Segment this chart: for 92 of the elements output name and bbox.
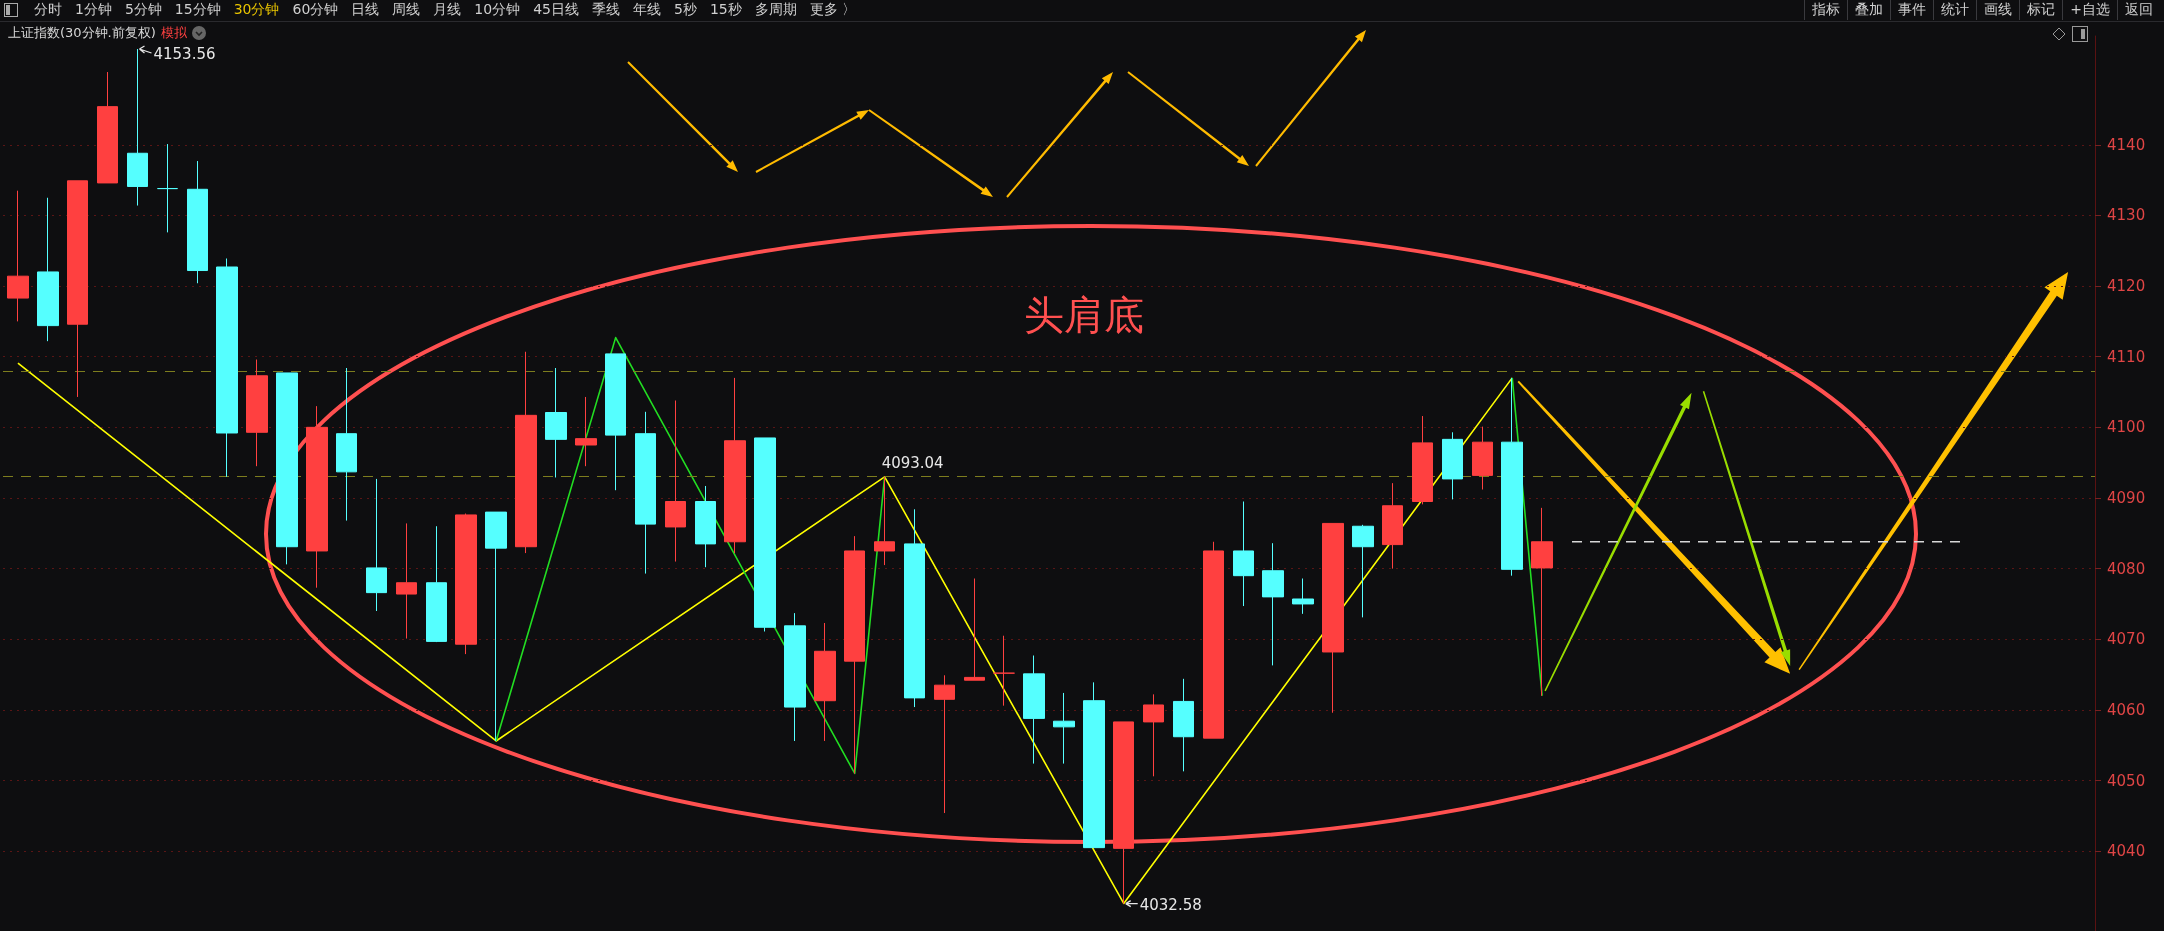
candlestick	[1203, 541, 1224, 739]
candlestick	[665, 400, 686, 563]
y-tick-label: 4080	[2107, 559, 2146, 578]
candlestick	[157, 143, 178, 233]
text: 45日线	[533, 1, 579, 19]
text: +自选	[2062, 0, 2117, 20]
candlestick	[1143, 693, 1164, 777]
candlestick	[575, 396, 597, 467]
candlestick	[964, 578, 985, 681]
candlestick	[1442, 431, 1463, 500]
annotation: 4093.04	[881, 453, 944, 472]
text: 画线	[1976, 0, 2020, 20]
candlestick	[724, 377, 746, 554]
text: 5秒	[673, 1, 697, 19]
candlestick	[37, 197, 59, 342]
candlestick	[1472, 426, 1493, 490]
candlestick	[455, 513, 477, 655]
candlestick	[904, 508, 925, 708]
y-tick-label: 4090	[2107, 488, 2146, 507]
chart-subtitle: 模拟	[160, 24, 187, 42]
annotation: 头肩底	[1024, 290, 1144, 340]
text: 周线	[392, 1, 421, 19]
candlestick	[1382, 482, 1403, 570]
chart-title: 上证指数(30分钟.前复权)	[8, 24, 156, 42]
candlestick	[605, 353, 626, 491]
candlestick	[874, 476, 895, 566]
candlestick	[515, 351, 537, 554]
candlestick	[1531, 507, 1553, 697]
annotation: 4032.58	[1139, 895, 1202, 914]
candlestick	[485, 511, 507, 742]
text: 指标	[1804, 0, 1848, 20]
candlestick	[784, 612, 806, 742]
text: 15分钟	[174, 1, 221, 19]
text: 60分钟	[292, 1, 339, 19]
candlestick	[1053, 692, 1075, 765]
candlestick	[695, 485, 716, 568]
text: 多周期	[754, 1, 797, 19]
candlestick	[246, 359, 268, 467]
text: 统计	[1933, 0, 1977, 20]
candlestick	[276, 372, 298, 565]
text: 叠加	[1847, 0, 1891, 20]
candlestick	[1262, 542, 1284, 666]
y-tick-label: 4110	[2107, 347, 2146, 366]
text: 10分钟	[474, 1, 521, 19]
text: 季线	[591, 1, 620, 19]
candlestick	[216, 258, 238, 478]
candlestick	[1233, 501, 1254, 607]
candlestick	[1501, 377, 1523, 577]
text: 标记	[2019, 0, 2063, 20]
text: 5分钟	[124, 1, 162, 19]
y-tick-label: 4120	[2107, 277, 2146, 296]
candlestick	[1173, 678, 1194, 772]
text: 30分钟	[233, 1, 280, 19]
y-tick-label: 4130	[2107, 206, 2146, 225]
candlestick	[1412, 415, 1433, 505]
candlestick	[97, 71, 118, 184]
y-tick-label: 4060	[2107, 700, 2146, 719]
y-tick-label: 4100	[2107, 418, 2146, 437]
candlestick	[1292, 578, 1314, 615]
candlestick	[366, 478, 387, 612]
text: 年线	[632, 1, 661, 19]
text: 日线	[351, 1, 380, 19]
candlestick	[187, 160, 208, 284]
y-tick-label: 4040	[2107, 842, 2146, 861]
text: 返回	[2117, 0, 2160, 20]
y-tick-label: 4140	[2107, 135, 2146, 154]
candlestick	[1322, 522, 1344, 714]
text: 月线	[433, 1, 462, 19]
text: 1分钟	[75, 1, 112, 19]
candlestick	[1023, 655, 1045, 765]
annotation: 4153.56	[153, 45, 216, 63]
candlestick	[993, 635, 1015, 707]
candlestick	[1352, 524, 1374, 618]
candlestick	[545, 367, 567, 478]
text: 15秒	[709, 1, 742, 19]
candlestick	[396, 522, 417, 640]
y-tick-label: 4070	[2107, 630, 2146, 649]
candlestick	[306, 405, 328, 589]
y-tick-label: 4050	[2107, 771, 2146, 790]
candlestick	[814, 622, 836, 742]
candlestick	[426, 525, 447, 643]
text: 分时	[34, 1, 62, 19]
candlestick	[934, 674, 955, 814]
candlestick	[844, 535, 865, 774]
candlestick	[754, 437, 776, 632]
text: 事件	[1890, 0, 1934, 20]
candlestick	[67, 180, 88, 398]
text: 更多 〉	[809, 1, 857, 19]
candlestick	[7, 190, 29, 322]
candlestick	[1083, 681, 1105, 849]
candlestick	[635, 411, 656, 575]
candlestick	[336, 367, 357, 522]
